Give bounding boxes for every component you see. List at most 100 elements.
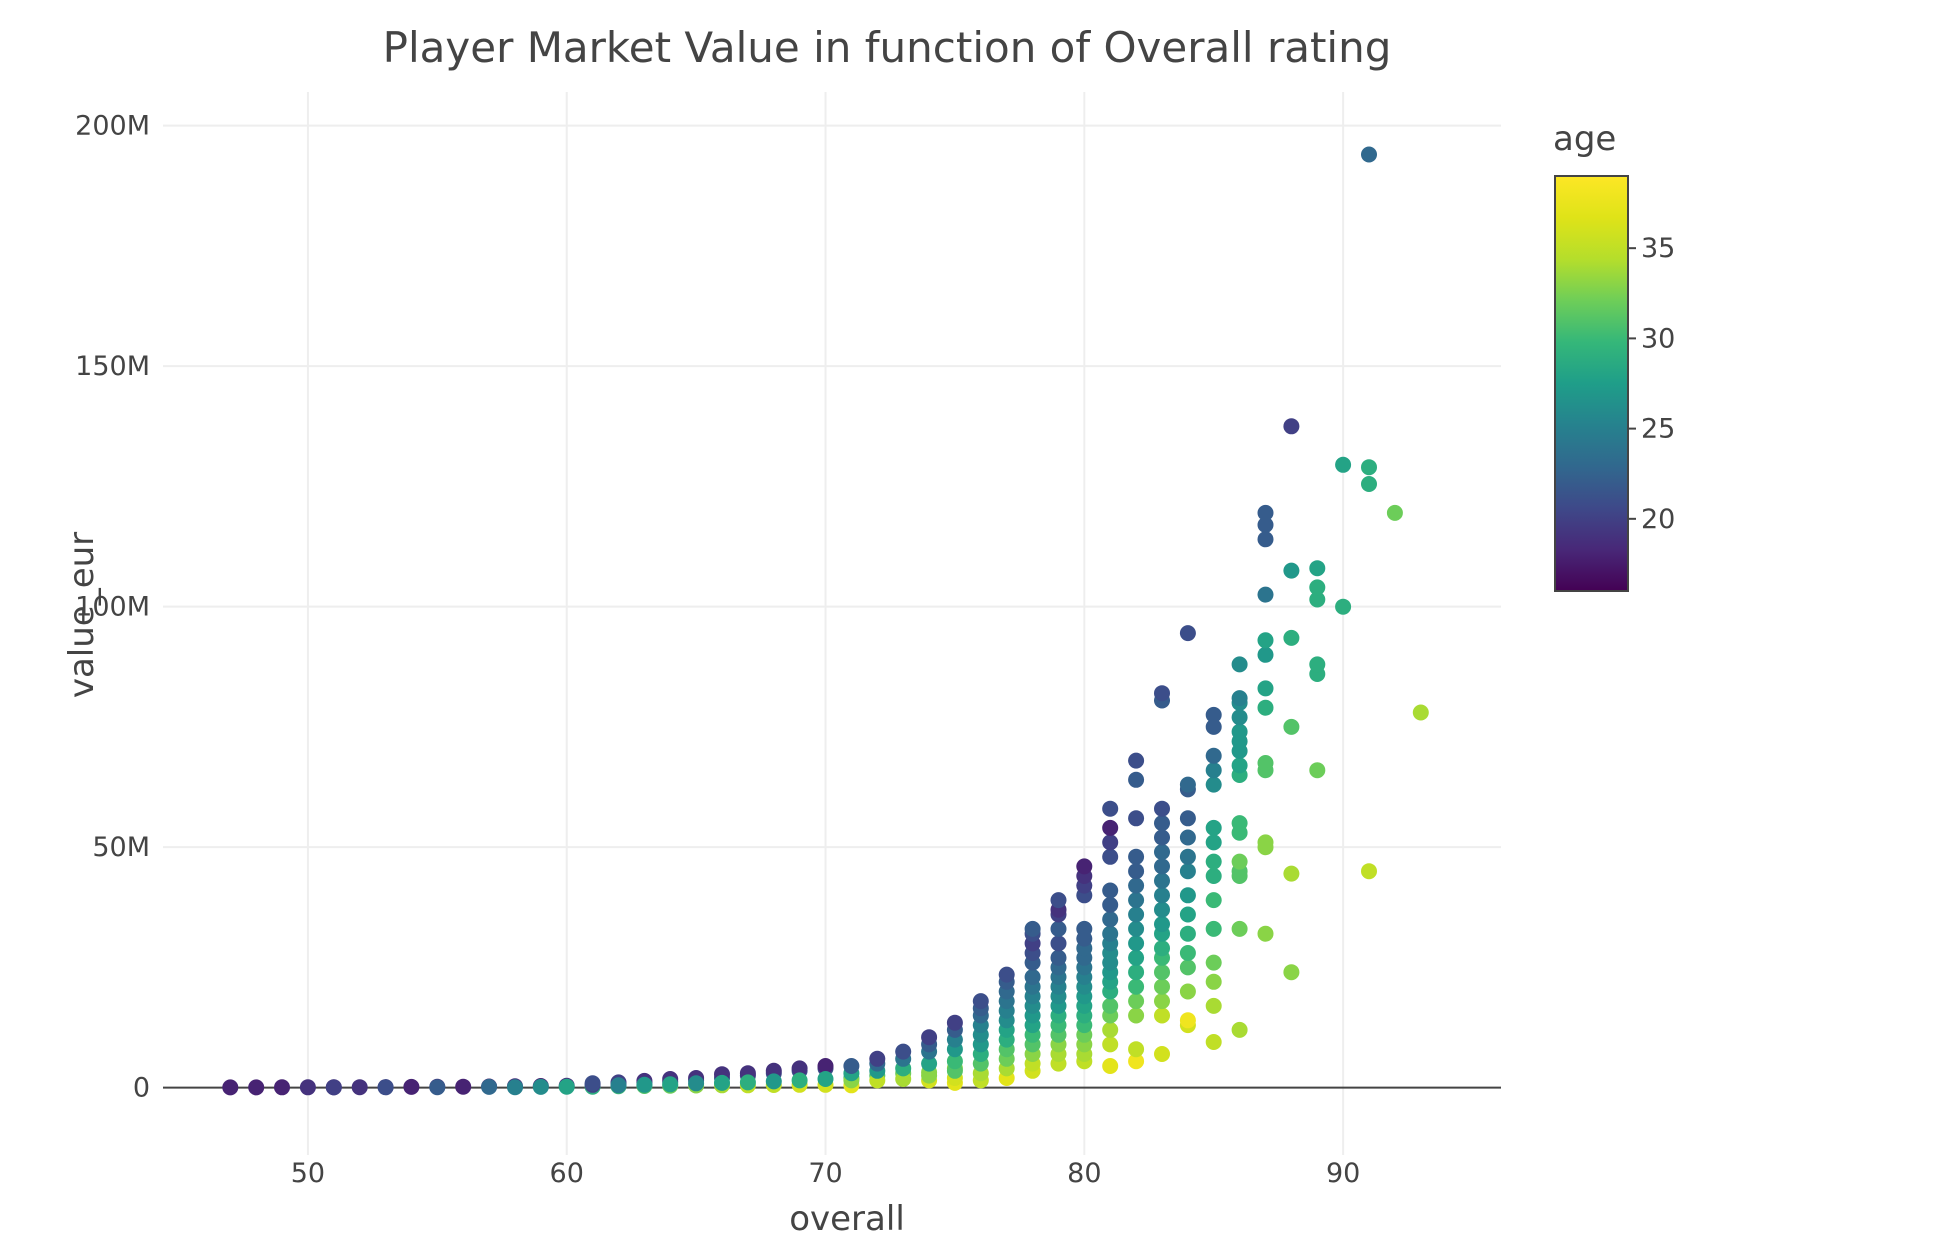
data-point [1257, 586, 1274, 603]
data-point [1102, 848, 1119, 865]
colorbar-tick-label: 20 [1641, 504, 1675, 535]
data-point [1257, 834, 1274, 851]
data-point [1283, 418, 1300, 435]
y-axis-title: value_eur [62, 532, 102, 698]
data-point [1309, 560, 1326, 577]
data-point [1335, 456, 1352, 473]
data-point [1257, 504, 1274, 521]
data-point [1128, 752, 1145, 769]
data-point [1179, 983, 1196, 1000]
data-point [765, 1073, 782, 1090]
data-point [1128, 810, 1145, 827]
colorbar-tick-label: 25 [1641, 414, 1675, 445]
data-point [662, 1076, 679, 1093]
data-point [584, 1075, 601, 1092]
x-tick-label: 90 [1326, 1158, 1360, 1189]
data-point [1231, 709, 1248, 726]
data-point [972, 993, 989, 1010]
data-point [1179, 1012, 1196, 1029]
data-point [1257, 531, 1274, 548]
x-tick-label: 70 [808, 1158, 842, 1189]
data-point [1386, 504, 1403, 521]
data-point [1283, 629, 1300, 646]
data-point [1154, 978, 1170, 995]
data-point [1154, 1007, 1170, 1024]
data-point [1128, 1007, 1145, 1024]
data-point [1179, 945, 1196, 961]
data-point [1257, 680, 1274, 697]
data-point [1231, 757, 1248, 774]
data-point [1283, 964, 1300, 981]
data-point [1154, 858, 1170, 875]
data-point [1102, 925, 1119, 942]
data-point [1231, 920, 1248, 937]
data-point [1231, 853, 1248, 870]
data-point [1128, 949, 1145, 966]
data-point [1154, 1046, 1170, 1062]
data-point [1205, 747, 1222, 764]
data-point [1179, 776, 1196, 793]
data-point [403, 1078, 420, 1095]
data-point [222, 1079, 239, 1096]
data-point [921, 1055, 938, 1072]
data-point [1179, 810, 1196, 827]
data-point [325, 1079, 342, 1096]
data-point [1102, 819, 1119, 836]
data-point [1179, 959, 1196, 976]
data-point [946, 1014, 963, 1031]
y-tick-label: 150M [75, 351, 150, 382]
data-point [1257, 755, 1274, 771]
data-point [1102, 997, 1119, 1014]
data-point [1231, 690, 1248, 707]
data-point [1050, 892, 1067, 909]
data-point [1205, 718, 1222, 735]
x-axis-title: overall [789, 1199, 905, 1239]
data-point [1257, 925, 1274, 942]
data-point [1361, 863, 1377, 880]
data-point [1102, 896, 1119, 913]
data-point [481, 1078, 498, 1095]
x-tick-label: 60 [550, 1158, 584, 1189]
data-point [1050, 949, 1067, 966]
data-point [1257, 516, 1274, 533]
data-point [455, 1078, 472, 1095]
data-point [429, 1079, 446, 1096]
data-point [1128, 863, 1145, 880]
data-point [946, 1053, 963, 1070]
data-point [1335, 598, 1352, 615]
data-point [1231, 723, 1248, 740]
data-point [1205, 973, 1222, 990]
data-point [1102, 911, 1119, 928]
data-point [1154, 916, 1170, 933]
data-point [1257, 699, 1274, 716]
data-point [1361, 146, 1377, 163]
data-point [1205, 868, 1222, 884]
data-point [1283, 865, 1300, 882]
data-point [1128, 771, 1145, 788]
y-tick-label: 50M [92, 832, 150, 863]
data-point [1102, 882, 1119, 899]
data-point [1154, 685, 1170, 702]
data-point [1283, 562, 1300, 579]
data-point [1154, 844, 1170, 860]
data-point [558, 1078, 575, 1095]
data-point [507, 1079, 523, 1096]
data-point [274, 1079, 290, 1096]
x-axis-ticks: 50 60 70 80 90 [291, 1158, 1361, 1189]
y-tick-label: 100M [75, 592, 150, 623]
data-point [1128, 1041, 1145, 1058]
data-point [1309, 656, 1326, 673]
data-point [1102, 834, 1119, 851]
data-point [1205, 834, 1222, 851]
colorbar-gradient [1554, 175, 1629, 592]
data-point [1128, 1053, 1145, 1070]
data-point [1231, 656, 1248, 673]
data-point [1205, 776, 1222, 793]
data-point [1361, 476, 1377, 492]
data-point [714, 1074, 730, 1091]
data-point [1102, 1021, 1119, 1038]
data-point [817, 1058, 834, 1074]
data-point [1154, 872, 1170, 889]
data-point [1076, 920, 1093, 937]
colorbar-title: age [1553, 119, 1616, 159]
